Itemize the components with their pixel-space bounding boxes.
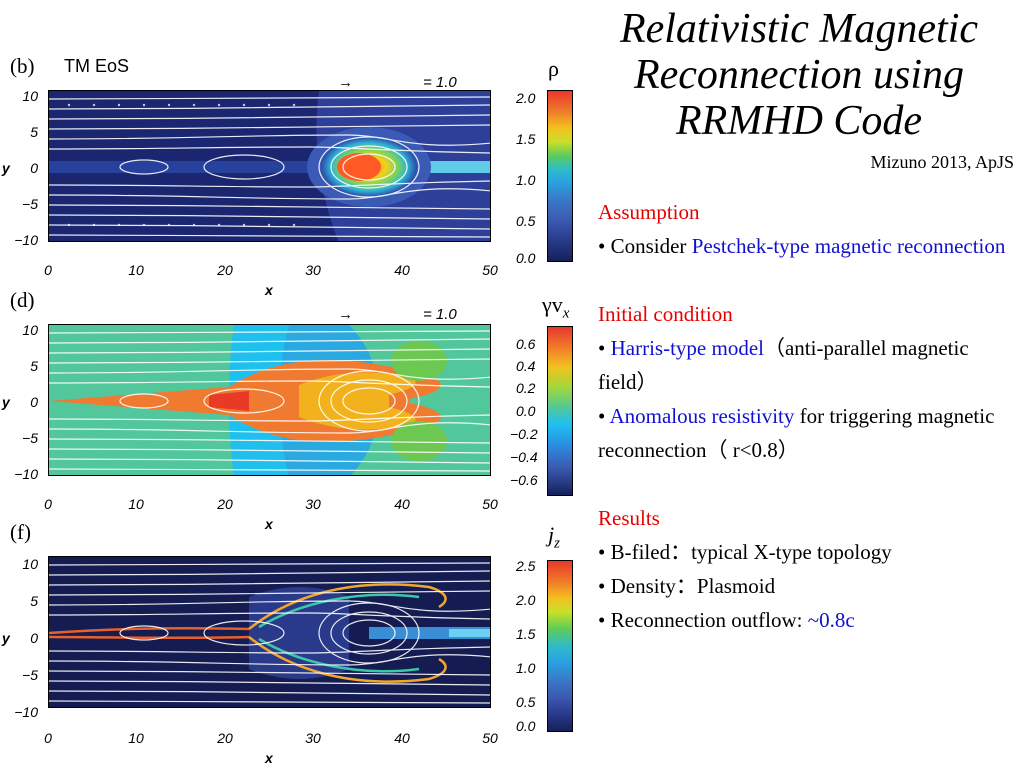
plot-density bbox=[48, 90, 491, 242]
initial-bullet-2: • Anomalous resistivity for triggering m… bbox=[598, 404, 995, 462]
plot-velocity bbox=[48, 324, 491, 476]
colorbar-tick: 2.5 bbox=[516, 558, 536, 574]
y-tick: 10 bbox=[22, 322, 38, 338]
density-field bbox=[49, 91, 490, 241]
results-heading: Results bbox=[598, 506, 660, 530]
x-tick: 20 bbox=[217, 730, 233, 746]
y-axis-label: y bbox=[2, 630, 10, 646]
colorbar-tick: 0.5 bbox=[516, 213, 536, 229]
results-bullet-3: • Reconnection outflow: ~0.8c bbox=[598, 608, 855, 632]
colorbar-tick: 2.0 bbox=[516, 90, 536, 106]
x-tick: 40 bbox=[394, 262, 410, 278]
y-axis-label: y bbox=[2, 160, 10, 176]
colorbar-title-current: jz bbox=[548, 522, 560, 552]
y-axis-label: y bbox=[2, 394, 10, 410]
x-axis-label: x bbox=[265, 750, 273, 766]
x-tick: 30 bbox=[305, 496, 321, 512]
eos-label: TM EoS bbox=[64, 56, 130, 76]
citation: Mizuno 2013, ApJS bbox=[870, 152, 1014, 172]
colorbar-tick: 0.0 bbox=[516, 718, 536, 734]
y-tick: −5 bbox=[22, 430, 38, 446]
colorbar-tick: 1.5 bbox=[516, 626, 536, 642]
initial-bullet-1: • Harris-type model（anti-parallel magnet… bbox=[598, 336, 969, 394]
velocity-field bbox=[49, 325, 490, 475]
y-tick: 10 bbox=[22, 88, 38, 104]
y-tick: 5 bbox=[30, 358, 38, 374]
initial-condition-heading: Initial condition bbox=[598, 302, 733, 326]
x-axis-label: x bbox=[265, 516, 273, 532]
x-tick: 50 bbox=[482, 496, 498, 512]
colorbar-tick: 0.2 bbox=[516, 380, 536, 396]
colorbar-tick: 1.5 bbox=[516, 131, 536, 147]
y-tick: 0 bbox=[30, 394, 38, 410]
colorbar-tick: 2.0 bbox=[516, 592, 536, 608]
colorbar-strip-current bbox=[547, 560, 573, 732]
y-tick: 0 bbox=[30, 630, 38, 646]
results-bullet-1: • B-filed：typical X-type topology bbox=[598, 540, 892, 564]
x-tick: 50 bbox=[482, 730, 498, 746]
assumption-heading: Assumption bbox=[598, 200, 700, 224]
y-tick: 5 bbox=[30, 124, 38, 140]
x-tick: 0 bbox=[44, 730, 52, 746]
initial-condition-section: Initial condition • Harris-type model（an… bbox=[584, 297, 1014, 467]
x-tick: 20 bbox=[217, 496, 233, 512]
y-tick: −10 bbox=[14, 466, 38, 482]
plot-current bbox=[48, 556, 491, 708]
colorbar-tick: 1.0 bbox=[516, 660, 536, 676]
y-tick: −10 bbox=[14, 704, 38, 720]
y-tick: 10 bbox=[22, 556, 38, 572]
colorbar-title-density: ρ bbox=[548, 56, 559, 81]
results-bullet-2: • Density：Plasmoid bbox=[598, 574, 776, 598]
assumption-section: Assumption • Consider Pestchek-type magn… bbox=[584, 195, 1014, 263]
slide-title: Relativistic Magnetic Reconnection using… bbox=[619, 6, 979, 144]
colorbar-tick: 0.4 bbox=[516, 358, 536, 374]
y-tick: −5 bbox=[22, 667, 38, 683]
assumption-bullet: • Consider Pestchek-type magnetic reconn… bbox=[598, 234, 1006, 258]
arrow-legend-value-d: = 1.0 bbox=[423, 306, 457, 323]
x-axis-label: x bbox=[265, 282, 273, 298]
arrow-icon: → bbox=[338, 306, 353, 323]
x-tick: 0 bbox=[44, 496, 52, 512]
colorbar-tick: 0.6 bbox=[516, 336, 536, 352]
colorbar-tick: 0.0 bbox=[516, 250, 536, 266]
slide-text: Relativistic Magnetic Reconnection using… bbox=[584, 6, 1014, 637]
current-field bbox=[49, 557, 490, 707]
panel-label-b: (b) bbox=[10, 54, 35, 78]
colorbar-tick: −0.4 bbox=[510, 449, 538, 465]
x-tick: 40 bbox=[394, 730, 410, 746]
arrow-icon: → bbox=[338, 74, 353, 91]
y-tick: 5 bbox=[30, 593, 38, 609]
x-tick: 10 bbox=[128, 496, 144, 512]
panel-label-d: (d) bbox=[10, 288, 35, 312]
colorbar-strip-velocity bbox=[547, 326, 573, 496]
x-tick: 40 bbox=[394, 496, 410, 512]
y-tick: −10 bbox=[14, 232, 38, 248]
y-tick: 0 bbox=[30, 160, 38, 176]
colorbar-tick: −0.2 bbox=[510, 426, 538, 442]
x-tick: 10 bbox=[128, 262, 144, 278]
colorbar-title-velocity: γvx bbox=[542, 292, 570, 322]
panel-label-f: (f) bbox=[10, 520, 31, 544]
arrow-legend-d: → = 1.0 bbox=[338, 306, 457, 323]
colorbar-tick: 1.0 bbox=[516, 172, 536, 188]
figure-panels: (b) TM EoS → = 1.0 bbox=[2, 54, 573, 766]
colorbar-strip-density bbox=[547, 90, 573, 262]
x-tick: 0 bbox=[44, 262, 52, 278]
colorbar-tick: 0.0 bbox=[516, 403, 536, 419]
colorbar-tick: 0.5 bbox=[516, 694, 536, 710]
x-tick: 30 bbox=[305, 262, 321, 278]
y-tick: −5 bbox=[22, 196, 38, 212]
arrow-legend-value-b: = 1.0 bbox=[423, 74, 457, 91]
colorbar-tick: −0.6 bbox=[510, 472, 538, 488]
x-tick: 30 bbox=[305, 730, 321, 746]
x-tick: 50 bbox=[482, 262, 498, 278]
x-tick: 10 bbox=[128, 730, 144, 746]
arrow-legend-b: → = 1.0 bbox=[338, 74, 457, 91]
x-tick: 20 bbox=[217, 262, 233, 278]
results-section: Results • B-filed：typical X-type topolog… bbox=[584, 501, 1014, 637]
